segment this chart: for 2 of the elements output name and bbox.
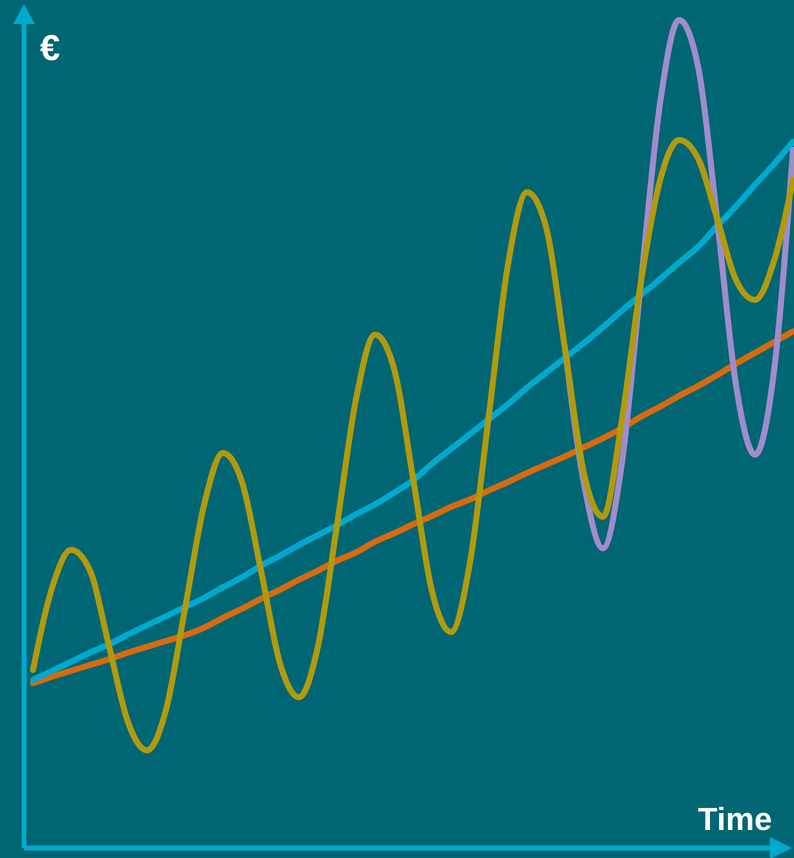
x-axis-title: Time (698, 801, 772, 837)
y-axis-title: € (40, 27, 60, 68)
